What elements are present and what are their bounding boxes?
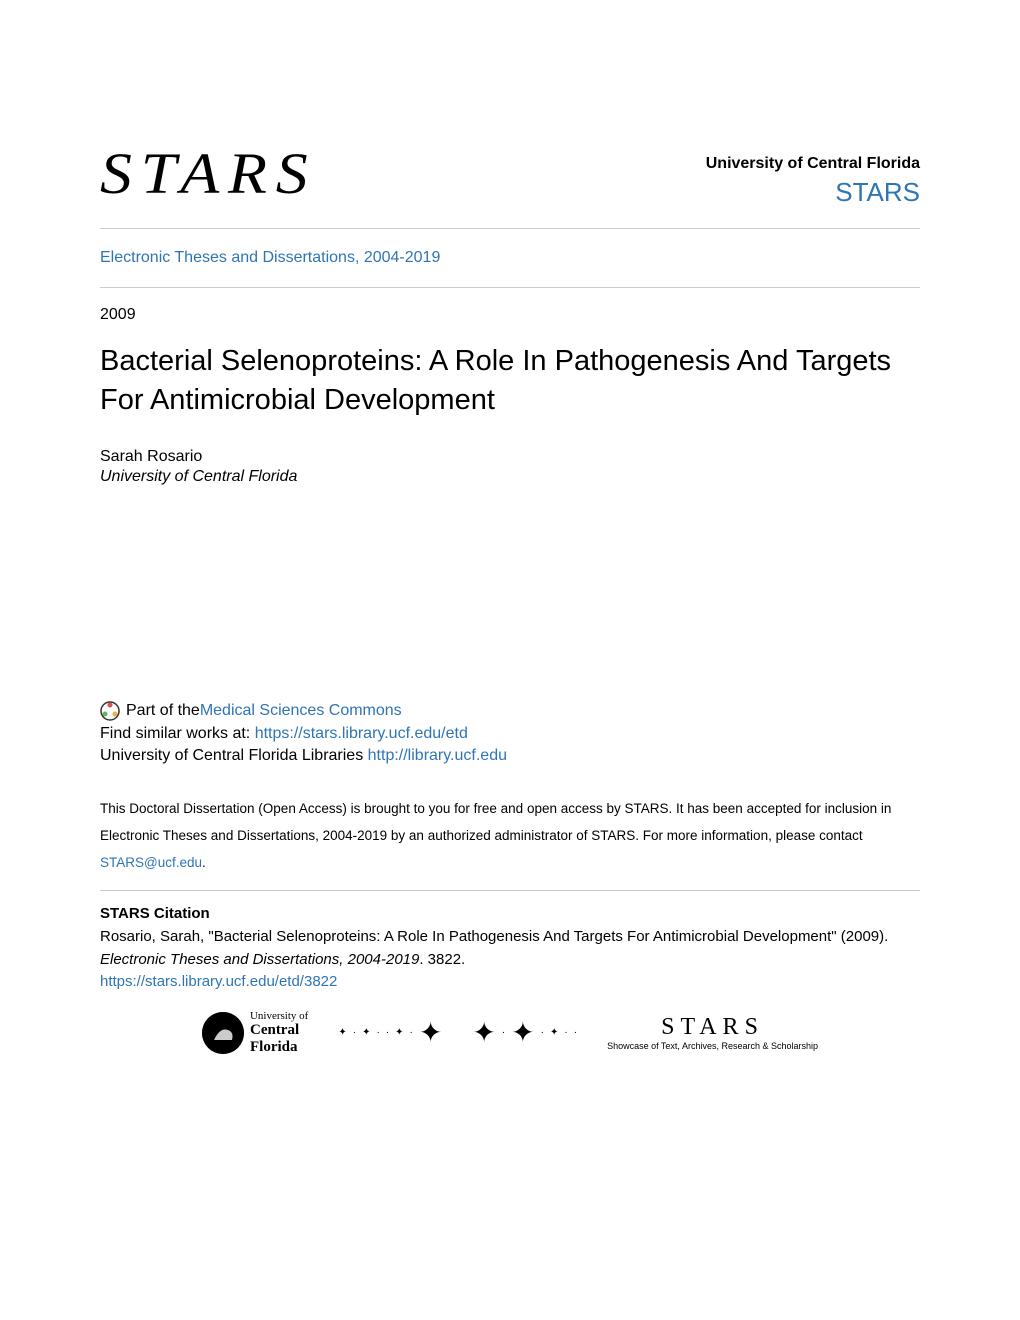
stars-subtitle: Showcase of Text, Archives, Research & S…: [607, 1041, 818, 1051]
pegasus-icon: [202, 1012, 244, 1054]
document-page: STARS University of Central Florida STAR…: [0, 0, 1020, 1105]
author-name: Sarah Rosario: [100, 448, 920, 466]
find-similar-label: Find similar works at:: [100, 725, 255, 742]
ucf-line2: Central: [250, 1022, 308, 1039]
stars-repository-link[interactable]: STARS: [706, 177, 920, 208]
star-icon: ✦: [550, 1027, 558, 1038]
star-icon: ✦: [395, 1027, 403, 1038]
star-icon: ·: [353, 1027, 356, 1038]
stars-logo: STARS: [100, 140, 316, 207]
star-icon: ·: [574, 1027, 577, 1038]
star-icon: ·: [376, 1027, 379, 1038]
subject-commons-link[interactable]: Medical Sciences Commons: [200, 702, 402, 720]
document-title: Bacterial Selenoproteins: A Role In Path…: [100, 342, 920, 420]
star-icon: ✦: [511, 1016, 534, 1049]
star-icon: ·: [410, 1027, 413, 1038]
collection-link[interactable]: Electronic Theses and Dissertations, 200…: [100, 237, 920, 279]
star-icon: ✦: [419, 1016, 442, 1049]
publication-year: 2009: [100, 306, 920, 324]
libraries-line: University of Central Florida Libraries …: [100, 747, 920, 765]
libraries-link[interactable]: http://library.ucf.edu: [368, 747, 507, 764]
header-right: University of Central Florida STARS: [706, 140, 920, 208]
star-icon: ·: [386, 1027, 389, 1038]
star-icon: ·: [564, 1027, 567, 1038]
ucf-text: University of Central Florida: [250, 1010, 308, 1055]
access-text: This Doctoral Dissertation (Open Access)…: [100, 801, 891, 843]
divider: [100, 228, 920, 229]
stars-footer-logo: STARS Showcase of Text, Archives, Resear…: [607, 1014, 818, 1051]
divider: [100, 287, 920, 288]
spacer: [100, 486, 920, 701]
ucf-line1: University of: [250, 1010, 308, 1022]
star-icon: ·: [541, 1027, 544, 1038]
star-trail-left: ✦ · ✦ · · ✦ · ✦: [338, 1016, 442, 1049]
ucf-line3: Florida: [250, 1039, 308, 1056]
citation-url-link[interactable]: https://stars.library.ucf.edu/etd/3822: [100, 973, 920, 990]
find-similar-line: Find similar works at: https://stars.lib…: [100, 725, 920, 743]
citation-part2: . 3822.: [419, 951, 465, 968]
author-affiliation: University of Central Florida: [100, 468, 920, 486]
star-trail-right: ✦ · ✦ · ✦ · ·: [472, 1016, 577, 1049]
star-icon: ✦: [362, 1027, 370, 1038]
citation-heading: STARS Citation: [100, 905, 920, 922]
star-icon: ✦: [472, 1016, 495, 1049]
find-similar-link[interactable]: https://stars.library.ucf.edu/etd: [255, 725, 468, 742]
ucf-logo: University of Central Florida: [202, 1010, 308, 1055]
citation-part1: Rosario, Sarah, "Bacterial Selenoprotein…: [100, 928, 888, 945]
divider: [100, 890, 920, 891]
citation-text: Rosario, Sarah, "Bacterial Selenoprotein…: [100, 926, 920, 971]
commons-row: Part of the Medical Sciences Commons: [100, 701, 920, 721]
contact-email-link[interactable]: STARS@ucf.edu: [100, 855, 202, 870]
stars-footer-text: STARS: [607, 1014, 818, 1041]
footer-logos: University of Central Florida ✦ · ✦ · · …: [100, 1010, 920, 1055]
star-icon: ✦: [338, 1027, 346, 1038]
university-name: University of Central Florida: [706, 155, 920, 173]
part-of-label: Part of the: [126, 702, 200, 720]
star-icon: ·: [502, 1027, 505, 1038]
citation-series: Electronic Theses and Dissertations, 200…: [100, 951, 419, 968]
commons-network-icon: [100, 701, 120, 721]
access-statement: This Doctoral Dissertation (Open Access)…: [100, 795, 920, 876]
access-text-end: .: [202, 855, 206, 870]
header: STARS University of Central Florida STAR…: [100, 140, 920, 208]
libraries-label: University of Central Florida Libraries: [100, 747, 368, 764]
